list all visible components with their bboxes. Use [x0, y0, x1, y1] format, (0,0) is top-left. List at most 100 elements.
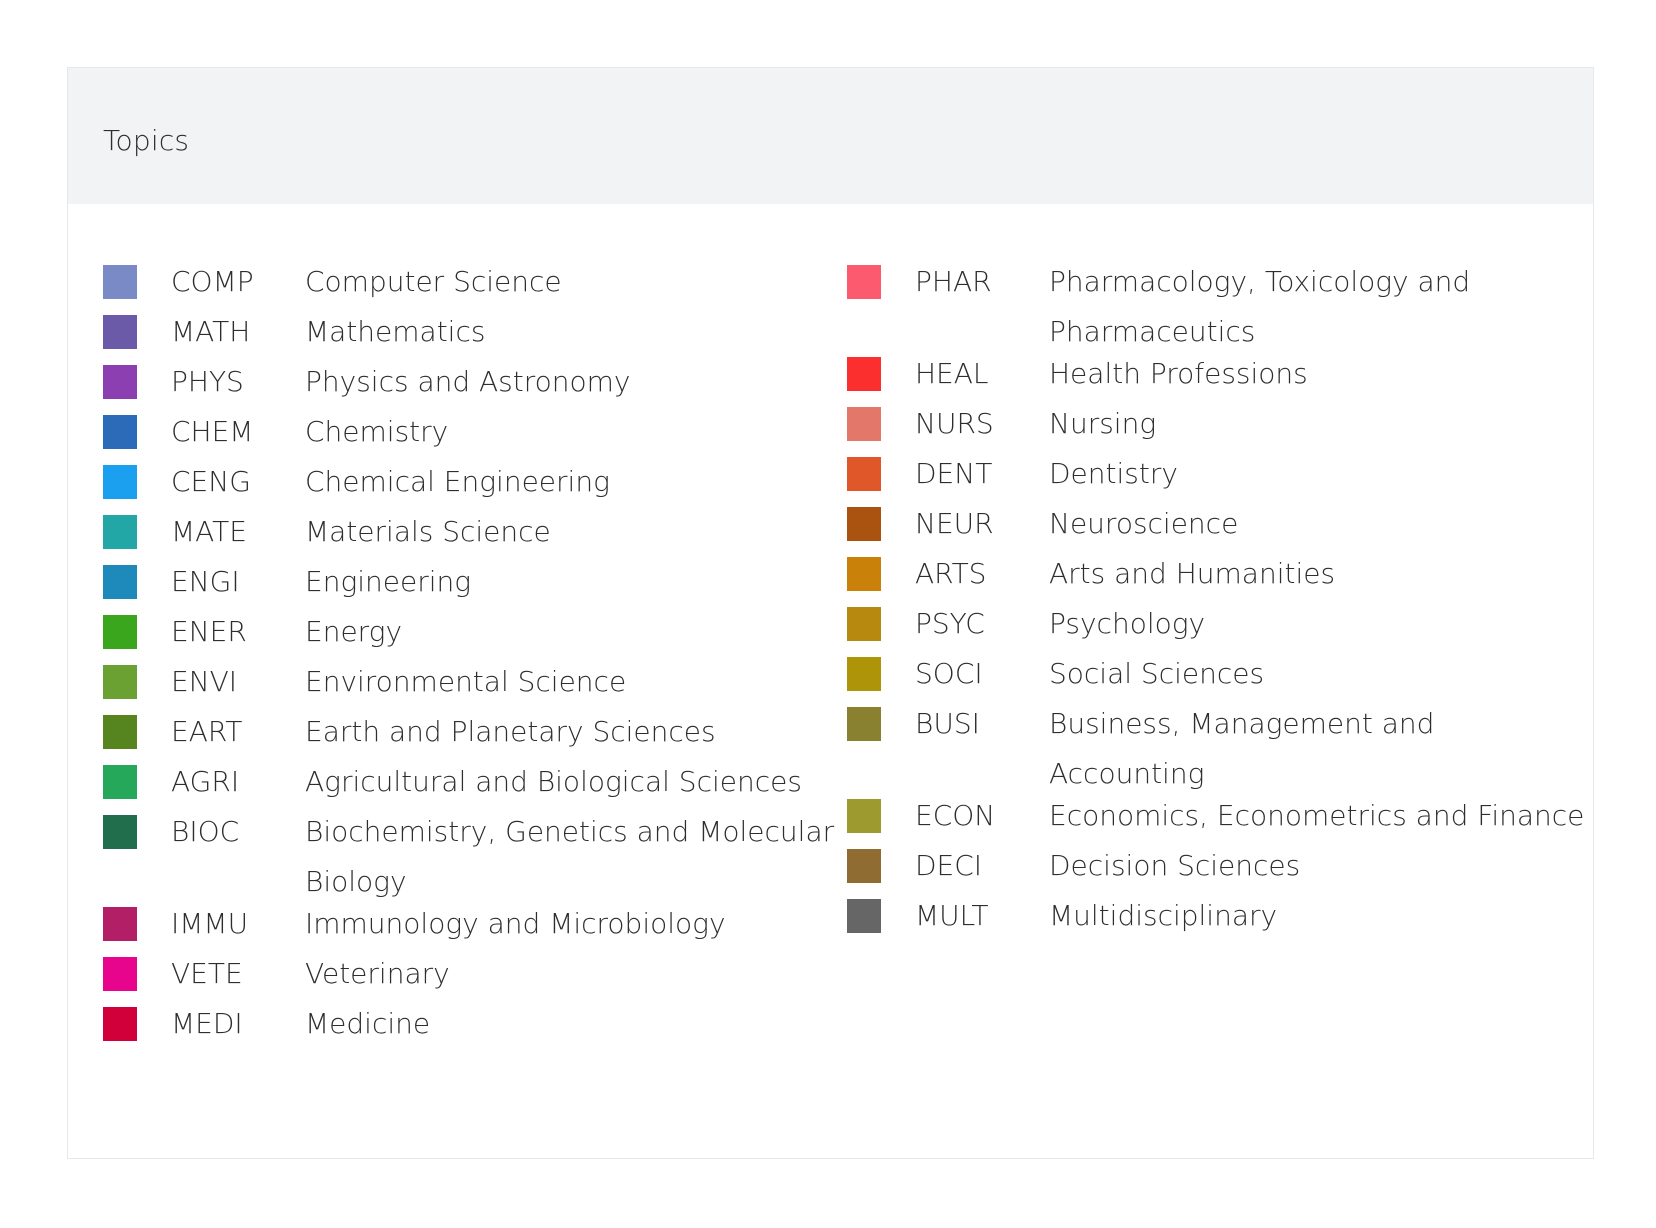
topic-code: MULT [915, 899, 989, 932]
topic-color-swatch [103, 565, 137, 599]
topic-name: Health Professions [1049, 357, 1308, 390]
topic-code: ENER [171, 615, 247, 648]
topic-name: Business, Management and Accounting [1049, 707, 1435, 790]
topics-card: Topics COMP Computer Science MATH Mathemati… [67, 67, 1594, 1159]
topic-color-swatch [847, 707, 881, 741]
topic-row: CHEM Chemistry [103, 415, 863, 465]
topic-color-swatch [103, 265, 137, 299]
topic-code: MATH [171, 315, 251, 348]
topic-name: Biochemistry, Genetics and Molecular Bio… [305, 815, 835, 898]
topic-name: Agricultural and Biological Sciences [305, 765, 802, 798]
topic-code: PSYC [915, 607, 985, 640]
topic-color-swatch [847, 799, 881, 833]
topic-row: HEAL Health Professions [847, 357, 1587, 407]
topic-row: SOCI Social Sciences [847, 657, 1587, 707]
topic-row: COMP Computer Science [103, 265, 863, 315]
topic-code: NEUR [915, 507, 994, 540]
topic-code: CHEM [171, 415, 254, 448]
topic-color-swatch [847, 607, 881, 641]
topic-row: EART Earth and Planetary Sciences [103, 715, 863, 765]
topic-color-swatch [103, 365, 137, 399]
topic-color-swatch [103, 315, 137, 349]
topic-name: Materials Science [305, 515, 551, 548]
topic-name: Engineering [305, 565, 472, 598]
topic-code: IMMU [171, 907, 249, 940]
topic-name: Economics, Econometrics and Finance [1049, 799, 1585, 832]
card-header: Topics [68, 68, 1593, 204]
topic-color-swatch [847, 849, 881, 883]
topic-color-swatch [103, 615, 137, 649]
topic-color-swatch [847, 557, 881, 591]
card-title: Topics [103, 124, 190, 157]
topic-color-swatch [103, 465, 137, 499]
topic-name: Decision Sciences [1049, 849, 1301, 882]
topic-code: SOCI [915, 657, 983, 690]
topic-name: Nursing [1049, 407, 1157, 440]
topic-name: Computer Science [305, 265, 562, 298]
topic-color-swatch [103, 665, 137, 699]
topics-list-left: COMP Computer Science MATH Mathematics PHYS P… [103, 265, 863, 1057]
topic-color-swatch [847, 357, 881, 391]
topic-name: Medicine [305, 1007, 431, 1040]
topic-code: ARTS [915, 557, 987, 590]
topic-color-swatch [103, 957, 137, 991]
topic-name: Earth and Planetary Sciences [305, 715, 716, 748]
topic-code: EART [171, 715, 243, 748]
topic-row: VETE Veterinary [103, 957, 863, 1007]
topic-color-swatch [847, 507, 881, 541]
topic-row: MEDI Medicine [103, 1007, 863, 1057]
topic-row: ARTS Arts and Humanities [847, 557, 1587, 607]
topic-color-swatch [847, 457, 881, 491]
topic-code: MATE [171, 515, 247, 548]
topic-name: Psychology [1049, 607, 1206, 640]
topic-code: DECI [915, 849, 983, 882]
topic-row: DENT Dentistry [847, 457, 1587, 507]
topic-row: BIOC Biochemistry, Genetics and Molecular… [103, 815, 863, 907]
topic-name: Chemistry [305, 415, 449, 448]
topic-row: PHAR Pharmacology, Toxicology and Pharmac… [847, 265, 1587, 357]
topic-name: Multidisciplinary [1049, 899, 1278, 932]
topic-color-swatch [847, 657, 881, 691]
topic-code: VETE [171, 957, 243, 990]
topic-code: AGRI [171, 765, 240, 798]
topic-row: CENG Chemical Engineering [103, 465, 863, 515]
topic-row: IMMU Immunology and Microbiology [103, 907, 863, 957]
topic-code: HEAL [915, 357, 989, 390]
topic-row: PSYC Psychology [847, 607, 1587, 657]
topic-name: Arts and Humanities [1049, 557, 1336, 590]
topic-code: PHYS [171, 365, 244, 398]
topic-name: Pharmacology, Toxicology and Pharmaceuti… [1049, 265, 1471, 348]
topic-row: AGRI Agricultural and Biological Sciences [103, 765, 863, 815]
topic-code: ENGI [171, 565, 240, 598]
topic-color-swatch [847, 407, 881, 441]
topic-color-swatch [103, 765, 137, 799]
topic-name: Neuroscience [1049, 507, 1239, 540]
topic-code: COMP [171, 265, 254, 298]
topic-color-swatch [103, 1007, 137, 1041]
topic-row: BUSI Business, Management and Accounting [847, 707, 1587, 799]
topic-name: Chemical Engineering [305, 465, 610, 498]
topic-name: Dentistry [1049, 457, 1178, 490]
topic-row: ENER Energy [103, 615, 863, 665]
topic-row: NURS Nursing [847, 407, 1587, 457]
topic-row: ENGI Engineering [103, 565, 863, 615]
topic-name: Environmental Science [305, 665, 627, 698]
topic-code: NURS [915, 407, 994, 440]
topic-row: MATH Mathematics [103, 315, 863, 365]
topic-color-swatch [103, 907, 137, 941]
topic-name: Veterinary [305, 957, 450, 990]
topic-code: PHAR [915, 265, 992, 298]
topic-code: CENG [171, 465, 251, 498]
topic-name: Energy [305, 615, 403, 648]
topic-color-swatch [847, 899, 881, 933]
topic-color-swatch [103, 415, 137, 449]
topic-name: Social Sciences [1049, 657, 1265, 690]
topic-color-swatch [103, 815, 137, 849]
topic-row: ENVI Environmental Science [103, 665, 863, 715]
topic-row: PHYS Physics and Astronomy [103, 365, 863, 415]
topic-row: ECON Economics, Econometrics and Finance [847, 799, 1587, 849]
topic-row: MULT Multidisciplinary [847, 899, 1587, 949]
topic-name: Physics and Astronomy [305, 365, 631, 398]
topic-name: Immunology and Microbiology [305, 907, 726, 940]
topic-row: DECI Decision Sciences [847, 849, 1587, 899]
